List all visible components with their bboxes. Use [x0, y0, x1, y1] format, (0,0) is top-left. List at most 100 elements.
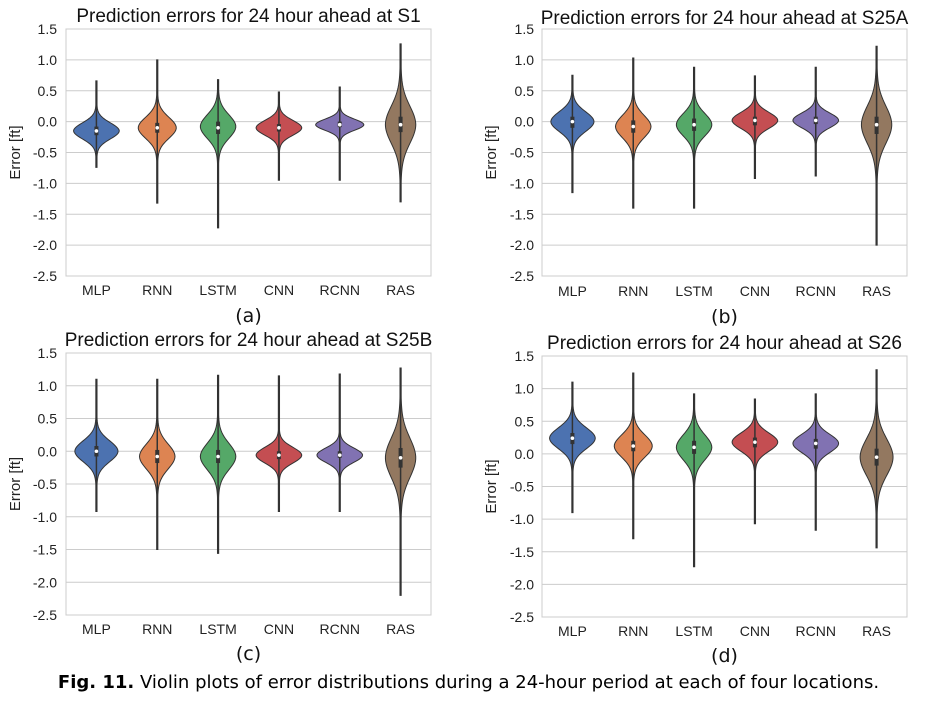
- x-tick-label: RCNN: [796, 283, 836, 299]
- median-marker: [631, 124, 636, 129]
- y-tick-label: 1.0: [38, 378, 58, 394]
- median-marker: [155, 126, 160, 130]
- y-tick-label: 1.5: [38, 21, 58, 37]
- x-tick-label: MLP: [558, 623, 587, 639]
- y-tick-label: -1.5: [510, 544, 534, 560]
- panel-label: (c): [236, 643, 261, 665]
- y-tick-label: -1.5: [33, 206, 57, 222]
- plot-frame: [541, 28, 908, 277]
- median-marker: [813, 441, 818, 446]
- y-tick-label: -2.5: [510, 268, 534, 284]
- y-tick-label: -1.5: [510, 206, 534, 222]
- x-tick-label: LSTM: [675, 623, 712, 639]
- median-marker: [813, 118, 818, 123]
- x-tick-label: MLP: [82, 282, 111, 298]
- y-tick-label: -2.5: [33, 268, 57, 284]
- x-tick-label: LSTM: [199, 282, 236, 298]
- x-tick-label: RNN: [142, 282, 172, 298]
- median-marker: [398, 122, 403, 127]
- y-tick-label: -0.5: [510, 145, 534, 161]
- y-tick-label: 0.5: [38, 411, 58, 427]
- chart-title: Prediction errors for 24 hour ahead at S…: [541, 8, 909, 29]
- y-tick-label: -1.0: [33, 175, 57, 191]
- y-tick-label: 0.0: [515, 114, 535, 130]
- median-marker: [337, 122, 342, 127]
- figure-caption-label: Fig. 11.: [57, 672, 135, 693]
- y-axis-label: Error [ft]: [7, 457, 24, 511]
- x-tick-label: RAS: [862, 623, 891, 639]
- y-tick-label: 0.0: [38, 114, 58, 130]
- median-marker: [874, 455, 879, 459]
- y-tick-label: 1.0: [515, 381, 535, 397]
- y-tick-label: -1.0: [33, 509, 57, 525]
- y-tick-label: -2.5: [33, 607, 57, 623]
- x-tick-label: RNN: [618, 283, 648, 299]
- median-marker: [216, 126, 220, 130]
- figure-caption: Fig. 11. Violin plots of error distribut…: [0, 672, 937, 693]
- x-tick-label: RAS: [862, 283, 891, 299]
- y-tick-label: -1.5: [33, 542, 57, 558]
- y-tick-label: -2.0: [510, 237, 534, 253]
- violin-panel: 1.5 1.0 0.5 0.0 -0.5 -1.0 -1.5 -2.0 -2.5 Error [f…: [483, 8, 909, 328]
- y-tick-label: -0.5: [510, 479, 534, 495]
- x-tick-label: RAS: [386, 282, 415, 298]
- plot-frame: [65, 352, 432, 616]
- figure-caption-text: Violin plots of error distributions duri…: [140, 672, 880, 693]
- median-marker: [216, 454, 220, 459]
- x-tick-label: RAS: [386, 621, 415, 637]
- violin-panel: 1.5 1.0 0.5 0.0 -0.5 -1.0 -1.5 -2.0 -2.5 Error [f…: [7, 330, 432, 665]
- x-tick-label: CNN: [264, 621, 294, 637]
- y-tick-label: -1.0: [510, 175, 534, 191]
- y-tick-label: 1.5: [38, 345, 58, 361]
- panel-label: (a): [235, 305, 261, 327]
- x-tick-label: RNN: [618, 623, 648, 639]
- y-tick-label: -2.5: [510, 609, 534, 625]
- y-tick-label: 0.0: [515, 446, 535, 462]
- median-marker: [753, 440, 757, 444]
- y-tick-label: 0.5: [38, 83, 58, 99]
- median-marker: [570, 436, 575, 441]
- median-marker: [94, 449, 99, 454]
- x-tick-label: RNN: [142, 621, 172, 637]
- x-tick-label: RCNN: [796, 623, 836, 639]
- x-tick-label: RCNN: [320, 282, 360, 298]
- median-marker: [337, 453, 342, 457]
- y-tick-label: 0.5: [515, 413, 535, 429]
- y-tick-label: -0.5: [33, 145, 57, 161]
- panel-label: (d): [711, 645, 738, 667]
- panel-label: (b): [711, 306, 738, 328]
- median-marker: [570, 119, 575, 124]
- x-tick-label: MLP: [558, 283, 587, 299]
- y-tick-label: -2.0: [510, 576, 534, 592]
- y-tick-label: -2.0: [33, 574, 57, 590]
- median-marker: [631, 444, 636, 448]
- violin-panel: 1.5 1.0 0.5 0.0 -0.5 -1.0 -1.5 -2.0 -2.5 Error [f…: [483, 333, 908, 667]
- y-tick-label: 1.5: [515, 348, 535, 364]
- median-marker: [753, 118, 757, 123]
- median-marker: [277, 453, 281, 457]
- x-tick-label: CNN: [740, 623, 770, 639]
- y-tick-label: 1.0: [38, 52, 58, 68]
- x-tick-label: CNN: [264, 282, 294, 298]
- plot-frame: [541, 355, 908, 618]
- y-tick-label: 1.0: [515, 52, 535, 68]
- median-marker: [692, 445, 696, 450]
- y-axis-label: Error [ft]: [7, 125, 24, 179]
- violin-panel: 1.5 1.0 0.5 0.0 -0.5 -1.0 -1.5 -2.0 -2.5 Error [f…: [7, 6, 432, 327]
- y-tick-label: 1.5: [515, 21, 535, 37]
- median-marker: [277, 126, 281, 130]
- y-tick-label: 0.0: [38, 443, 58, 459]
- x-tick-label: CNN: [740, 283, 770, 299]
- median-marker: [692, 122, 696, 127]
- median-marker: [398, 456, 403, 460]
- x-tick-label: LSTM: [675, 283, 712, 299]
- y-axis-label: Error [ft]: [483, 125, 500, 179]
- plot-frame: [65, 28, 432, 277]
- x-tick-label: RCNN: [320, 621, 360, 637]
- median-marker: [874, 122, 879, 127]
- median-marker: [94, 129, 99, 133]
- y-axis-label: Error [ft]: [483, 459, 500, 513]
- x-tick-label: LSTM: [199, 621, 236, 637]
- y-tick-label: -2.0: [33, 237, 57, 253]
